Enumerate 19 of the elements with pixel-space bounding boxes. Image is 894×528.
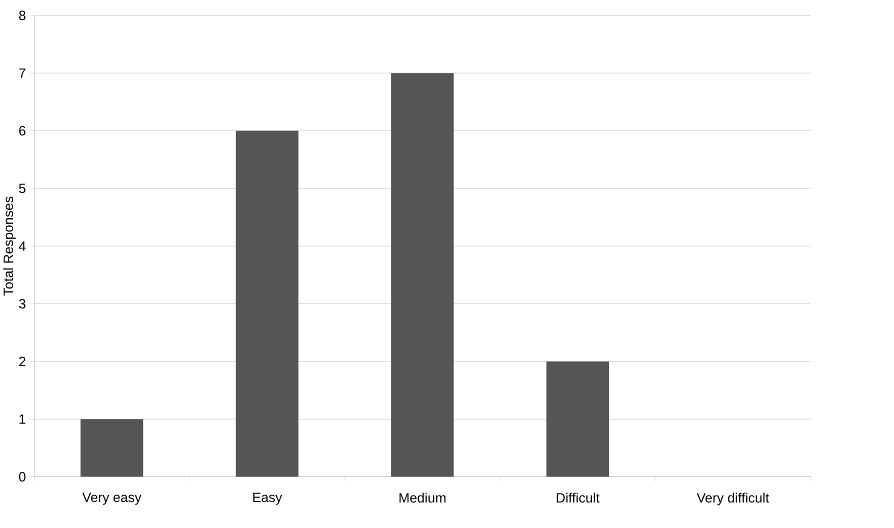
y-tick-label: 5 [19, 184, 26, 194]
bar [80, 419, 144, 477]
bar [236, 130, 298, 477]
y-tick-label: 2 [19, 356, 26, 366]
y-axis-title: Total Responses [3, 196, 16, 296]
y-tick-label: 3 [19, 299, 26, 309]
y-tick-label: 4 [18, 242, 26, 251]
x-tick-label: Very difficult [696, 492, 770, 506]
y-tick-label: 7 [19, 68, 26, 78]
bar [391, 73, 454, 477]
y-tick-label: 6 [19, 126, 26, 136]
y-tick-label: 8 [19, 10, 26, 20]
bar [546, 362, 609, 477]
x-tick-label: Very easy [82, 492, 142, 505]
x-tick-label: Easy [253, 492, 282, 505]
y-tick-label: 0 [19, 472, 26, 482]
y-tick-label: 1 [20, 414, 26, 424]
x-tick-label: Medium [400, 492, 446, 503]
x-tick-label: Difficult [556, 492, 600, 503]
